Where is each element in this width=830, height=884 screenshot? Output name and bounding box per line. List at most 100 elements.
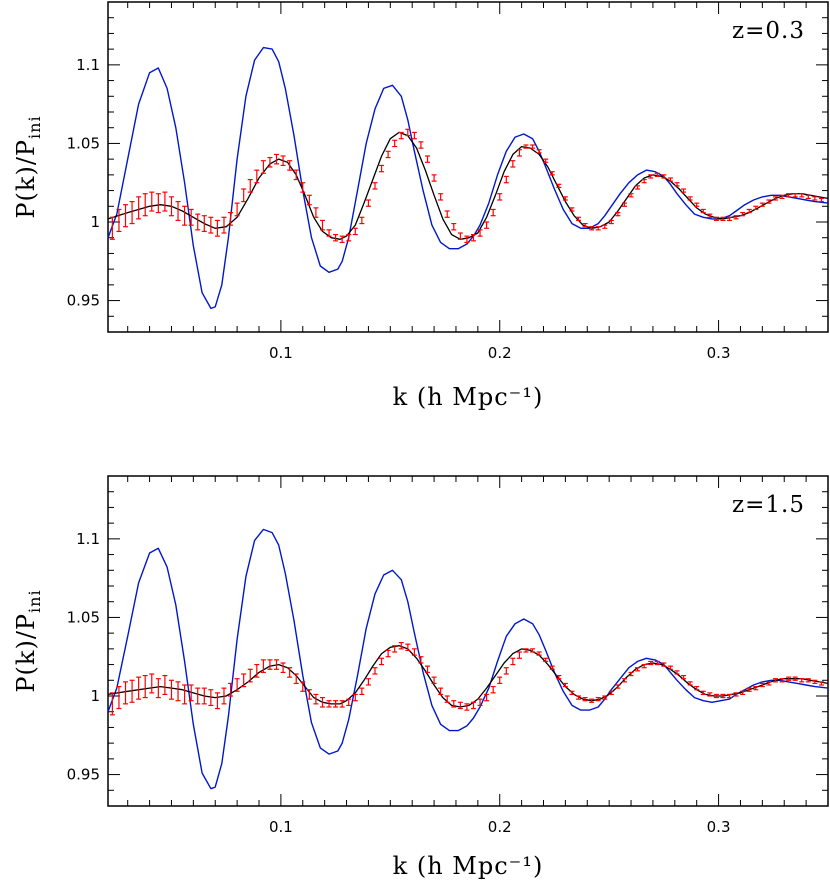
x-tick-label: 0.2 [488, 344, 512, 362]
error-bar [136, 676, 142, 700]
error-bar [753, 205, 759, 211]
error-bar [549, 665, 555, 670]
error-bar [516, 149, 522, 157]
error-bar [188, 208, 194, 226]
error-bar [530, 648, 536, 653]
error-bar [451, 700, 457, 708]
error-bar [405, 128, 411, 137]
error-bar [208, 216, 214, 234]
error-bar [595, 696, 601, 702]
error-bar [306, 194, 312, 206]
error-bar [287, 667, 293, 678]
error-bar [713, 216, 719, 222]
error-bar [799, 678, 805, 683]
error-bar [149, 673, 155, 694]
error-bar [333, 233, 339, 242]
error-bar [628, 671, 634, 677]
error-bar [484, 221, 490, 229]
y-tick-label: 0.95 [67, 766, 100, 784]
error-bar [333, 700, 339, 708]
error-bar [109, 692, 115, 716]
x-axis-label: k (h Mpc⁻¹) [393, 852, 544, 880]
error-bar [221, 216, 227, 234]
series-line-blue [107, 46, 829, 310]
error-bar [818, 681, 824, 686]
error-bar [707, 692, 713, 697]
error-bar [582, 696, 588, 702]
error-bar [772, 196, 778, 201]
error-bar [470, 233, 476, 242]
error-bar [326, 229, 332, 237]
error-bar [497, 676, 503, 685]
error-bar [372, 667, 378, 675]
y-tick-label: 1.1 [76, 56, 100, 74]
series-line-black [107, 131, 829, 240]
error-bar [280, 662, 286, 674]
error-bar [195, 687, 201, 705]
error-bar [379, 164, 385, 173]
error-bar [490, 685, 496, 694]
error-bar [615, 684, 621, 689]
error-bar [779, 678, 785, 683]
error-bar [536, 651, 542, 656]
error-bar [300, 681, 306, 692]
error-bar [569, 207, 575, 212]
error-bar [812, 679, 818, 685]
y-axis-label: P(k)/Pini [12, 589, 44, 692]
error-bar [589, 698, 595, 703]
error-bar [740, 690, 746, 696]
error-bar [510, 160, 516, 168]
y-tick-label: 1.05 [67, 134, 100, 152]
y-axis-label-main: P(k)/P [12, 613, 40, 693]
error-bar [727, 693, 733, 699]
error-bar [766, 199, 772, 204]
error-bar [523, 648, 529, 653]
error-bar [772, 678, 778, 683]
error-bar [635, 185, 641, 190]
error-bar [477, 229, 483, 237]
error-bar [142, 674, 148, 699]
plot-frame [107, 475, 829, 807]
error-bar [648, 660, 654, 666]
error-bar [648, 174, 654, 179]
y-tick-label: 1.1 [76, 530, 100, 548]
y-tick-label: 1 [90, 687, 100, 705]
error-bar [155, 678, 161, 699]
error-bar [438, 193, 444, 201]
error-bar [359, 216, 365, 225]
error-bar [457, 701, 463, 710]
error-bar [228, 211, 234, 226]
error-bar [162, 191, 168, 212]
error-bar [477, 698, 483, 707]
error-bar [543, 657, 549, 663]
plot-frame [107, 1, 829, 333]
error-bar [641, 663, 647, 669]
error-bar [228, 682, 234, 697]
error-bar [530, 144, 536, 149]
error-bar [792, 676, 798, 681]
error-bar [306, 689, 312, 700]
error-bar [168, 679, 174, 700]
error-bar [759, 682, 765, 688]
error-bar [674, 670, 680, 675]
x-tick-label: 0.2 [488, 818, 512, 836]
error-bar [313, 693, 319, 705]
error-bar [700, 208, 706, 214]
error-bar [195, 213, 201, 231]
error-bar [759, 202, 765, 207]
error-bar [293, 673, 299, 685]
error-bar [562, 682, 568, 688]
error-bar [595, 226, 601, 231]
tick-labels: 0.1 0.2 0.3 0.95 1 1.05 1.1 [67, 530, 731, 836]
error-bar [247, 178, 253, 193]
error-bar [523, 144, 529, 149]
error-bar [319, 696, 325, 708]
error-bar [549, 171, 555, 176]
error-bar [313, 207, 319, 218]
error-bar [319, 219, 325, 231]
y-axis-label: P(k)/Pini [12, 115, 44, 218]
error-bar [805, 194, 811, 200]
error-bar [398, 131, 404, 140]
x-tick-label: 0.3 [707, 818, 731, 836]
error-bar [162, 674, 168, 696]
